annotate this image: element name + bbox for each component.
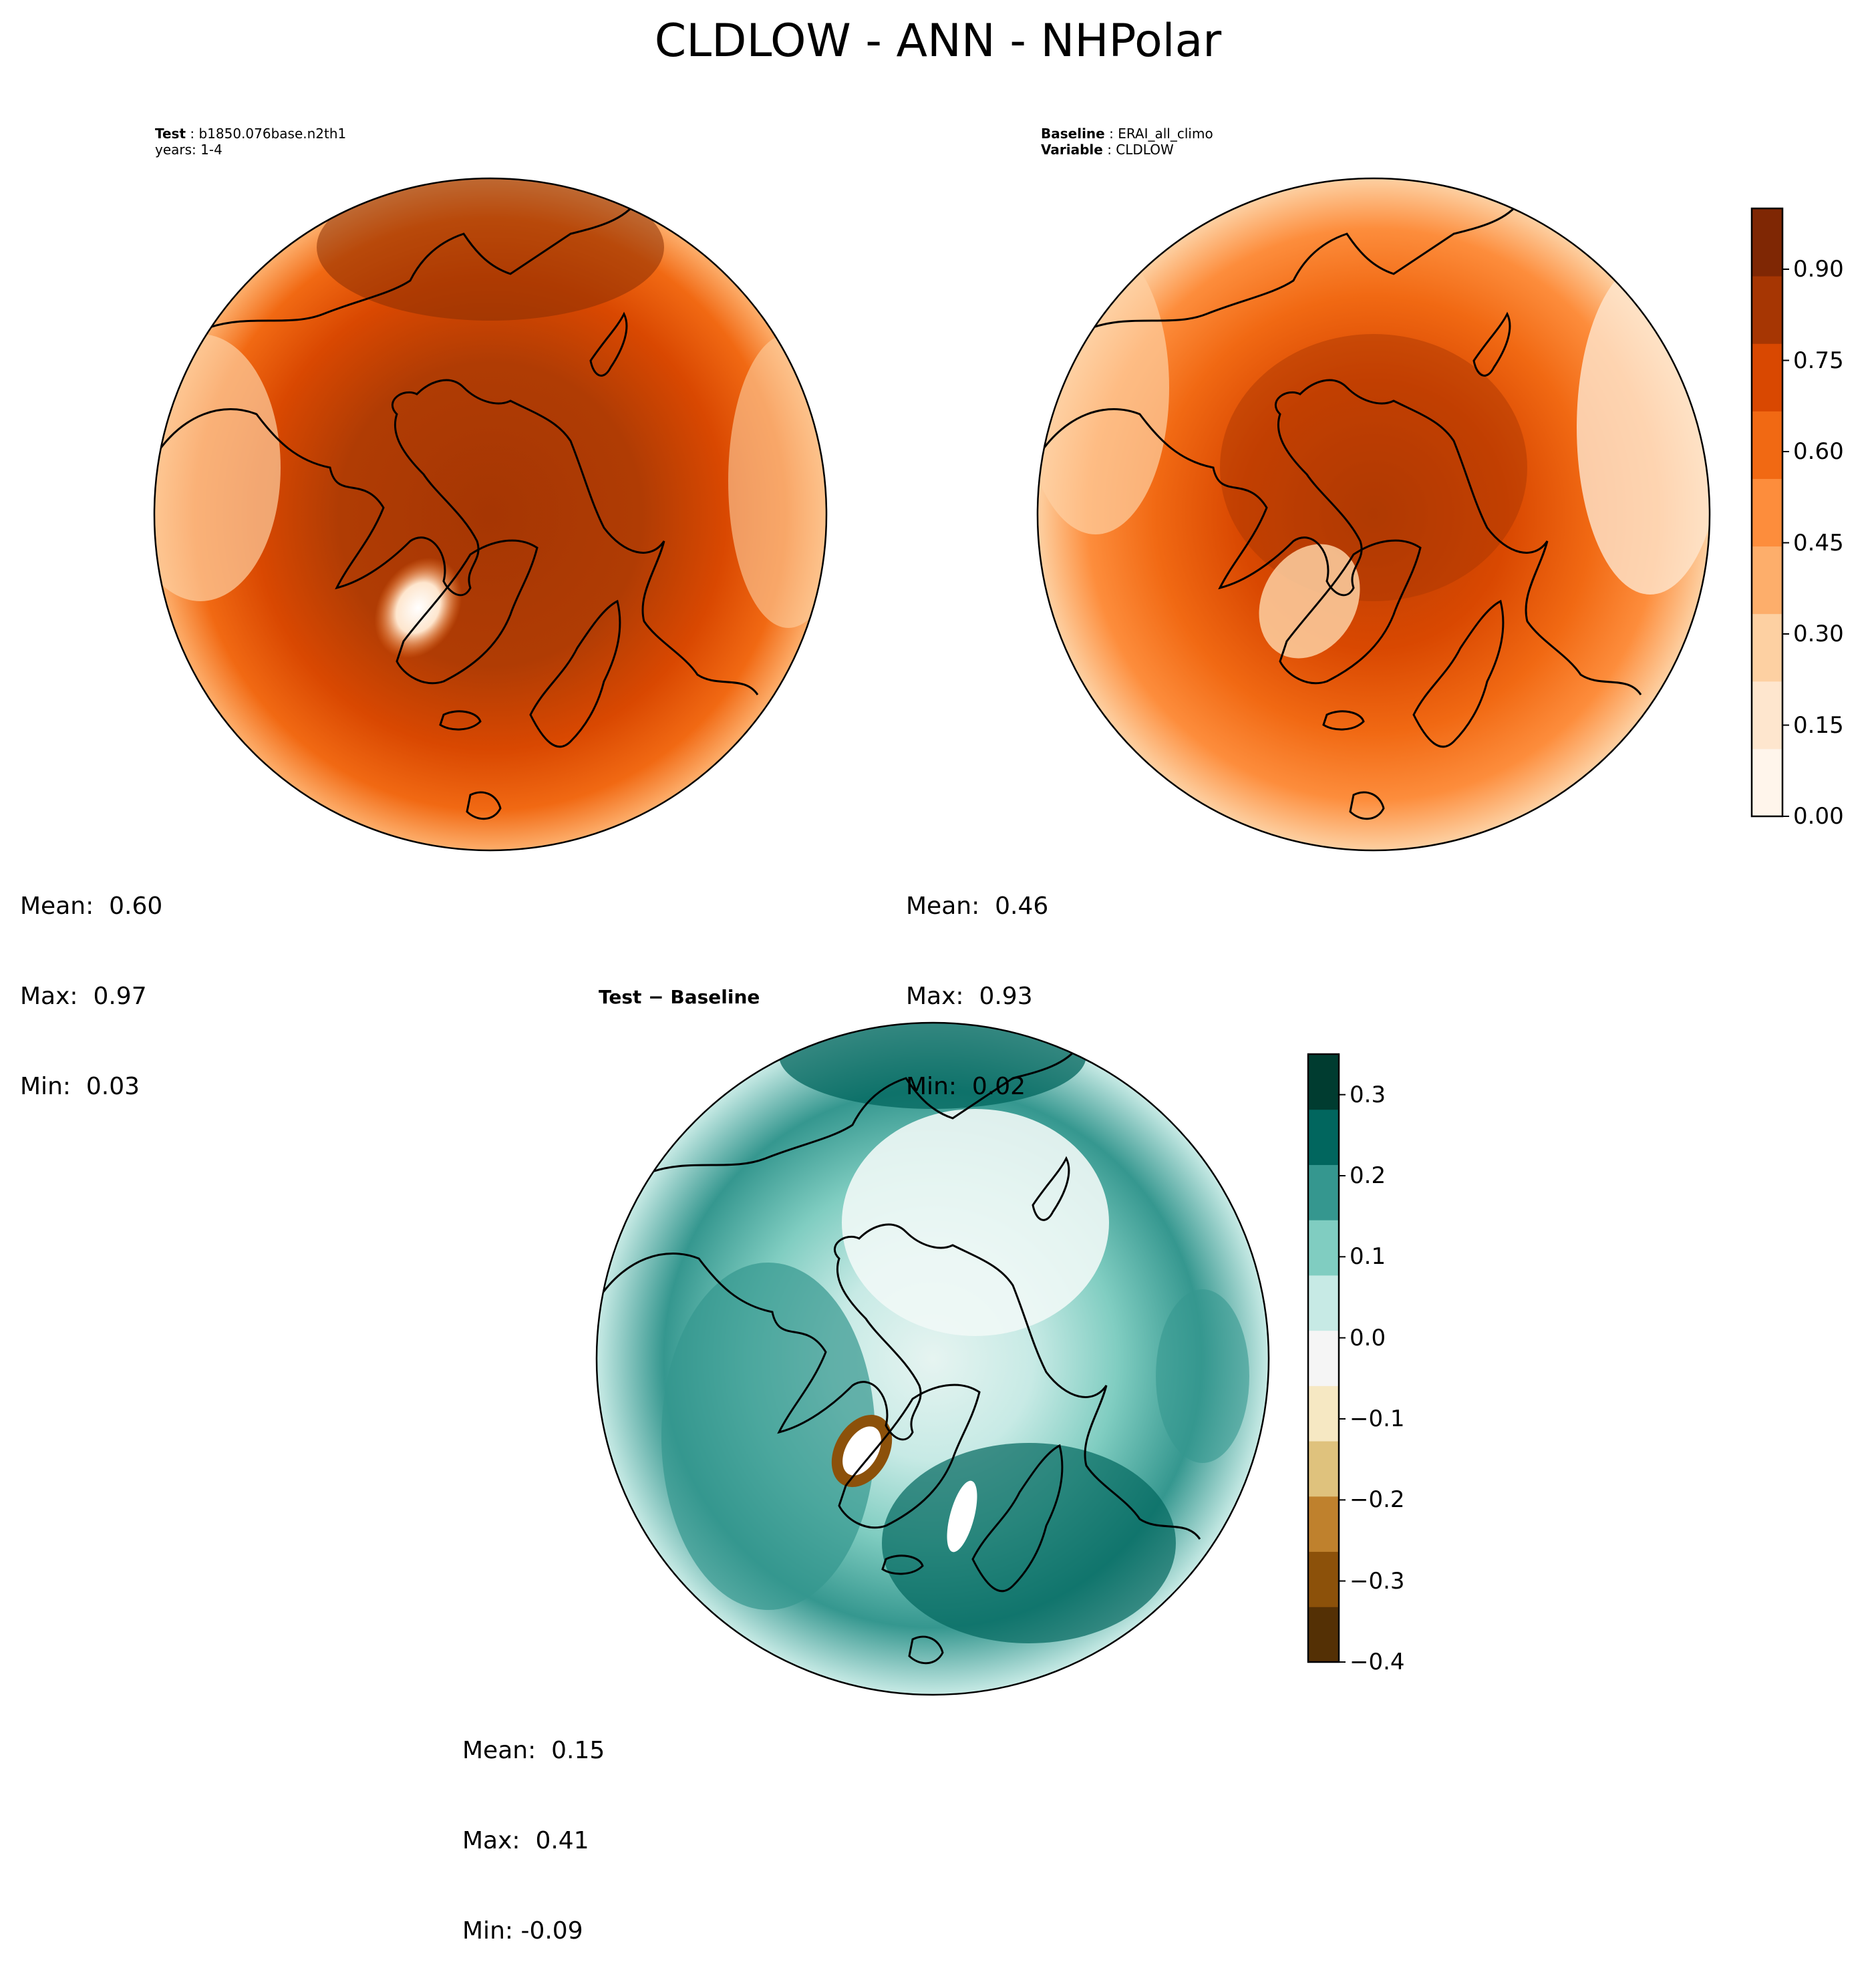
diff-colorbar-swatch [1308, 1551, 1339, 1607]
diff-stats: Mean: 0.15 Max: 0.41 Min: -0.09 [462, 1675, 605, 1976]
diff-panel-title: Test − Baseline [599, 986, 760, 1008]
test-years: years: 1-4 [155, 142, 222, 158]
baseline-label: Baseline [1041, 126, 1105, 142]
diff-max: Max: 0.41 [462, 1827, 589, 1854]
baseline-panel-header: Baseline : ERAI_all_climo Variable : CLD… [1041, 126, 1213, 158]
diff-colorbar-tick-label: 0.3 [1350, 1081, 1386, 1108]
diff-colorbar-swatch [1308, 1385, 1339, 1442]
main-colorbar-tick-label: 0.75 [1793, 347, 1844, 374]
main-colorbar [1750, 207, 1789, 818]
diff-colorbar-tick-label: 0.0 [1350, 1324, 1386, 1351]
main-colorbar-tick-label: 0.60 [1793, 438, 1844, 465]
diff-colorbar-swatch [1308, 1330, 1339, 1386]
figure-canvas [153, 177, 1789, 1696]
main-colorbar-swatch [1752, 681, 1782, 750]
main-colorbar-swatch [1752, 546, 1782, 615]
main-colorbar-swatch [1752, 478, 1782, 547]
test-label: Test [155, 126, 186, 142]
main-colorbar-swatch [1752, 343, 1782, 411]
baseline-case-name: ERAI_all_climo [1118, 126, 1213, 142]
diff-colorbar-swatch [1308, 1441, 1339, 1497]
baseline-mean: Mean: 0.46 [906, 892, 1049, 920]
diff-mean: Mean: 0.15 [462, 1737, 605, 1764]
test-mean: Mean: 0.60 [20, 892, 163, 920]
main-colorbar-swatch [1752, 276, 1782, 344]
main-colorbar-swatch [1752, 411, 1782, 479]
main-colorbar-tick-label: 0.15 [1793, 711, 1844, 739]
diff-colorbar-swatch [1308, 1109, 1339, 1165]
diff-colorbar-tick-label: −0.3 [1350, 1567, 1405, 1595]
diff-colorbar [1307, 1053, 1346, 1663]
diff-colorbar-swatch [1308, 1607, 1339, 1663]
main-colorbar-tick-label: 0.00 [1793, 803, 1844, 830]
test-case-name: b1850.076base.n2th1 [198, 126, 347, 142]
diff-colorbar-tick-label: 0.1 [1350, 1243, 1386, 1271]
baseline-min: Min: 0.02 [906, 1073, 1026, 1100]
main-colorbar-swatch [1752, 613, 1782, 682]
diff-colorbar-tick-label: 0.2 [1350, 1162, 1386, 1189]
diff-colorbar-swatch [1308, 1054, 1339, 1110]
diff-colorbar-tick-label: −0.4 [1350, 1649, 1405, 1675]
diff-colorbar-swatch [1308, 1275, 1339, 1331]
main-colorbar-tick-label: 0.45 [1793, 529, 1844, 556]
diff-colorbar-tick-label: −0.1 [1350, 1406, 1405, 1432]
main-colorbar-tick-label: 0.90 [1793, 256, 1844, 283]
baseline-stats: Mean: 0.46 Max: 0.93 Min: 0.02 [906, 831, 1048, 1132]
test-max: Max: 0.97 [20, 983, 147, 1010]
test-map [153, 177, 828, 852]
diff-colorbar-swatch [1308, 1220, 1339, 1276]
diff-min: Min: -0.09 [462, 1917, 583, 1945]
main-colorbar-swatch [1752, 208, 1782, 277]
test-min: Min: 0.03 [20, 1073, 140, 1100]
baseline-map [1036, 177, 1711, 852]
main-colorbar-swatch [1752, 748, 1782, 817]
figure-title: CLDLOW - ANN - NHPolar [654, 15, 1222, 67]
diff-colorbar-swatch [1308, 1164, 1339, 1220]
diff-colorbar-swatch [1308, 1496, 1339, 1552]
test-panel-header: Test : b1850.076base.n2th1 years: 1-4 [155, 126, 347, 158]
main-colorbar-tick-label: 0.30 [1793, 621, 1844, 647]
test-stats: Mean: 0.60 Max: 0.97 Min: 0.03 [20, 831, 162, 1132]
variable-name: CLDLOW [1116, 142, 1174, 158]
diff-colorbar-tick-label: −0.2 [1350, 1486, 1405, 1514]
baseline-max: Max: 0.93 [906, 983, 1033, 1010]
variable-label: Variable [1041, 142, 1103, 158]
